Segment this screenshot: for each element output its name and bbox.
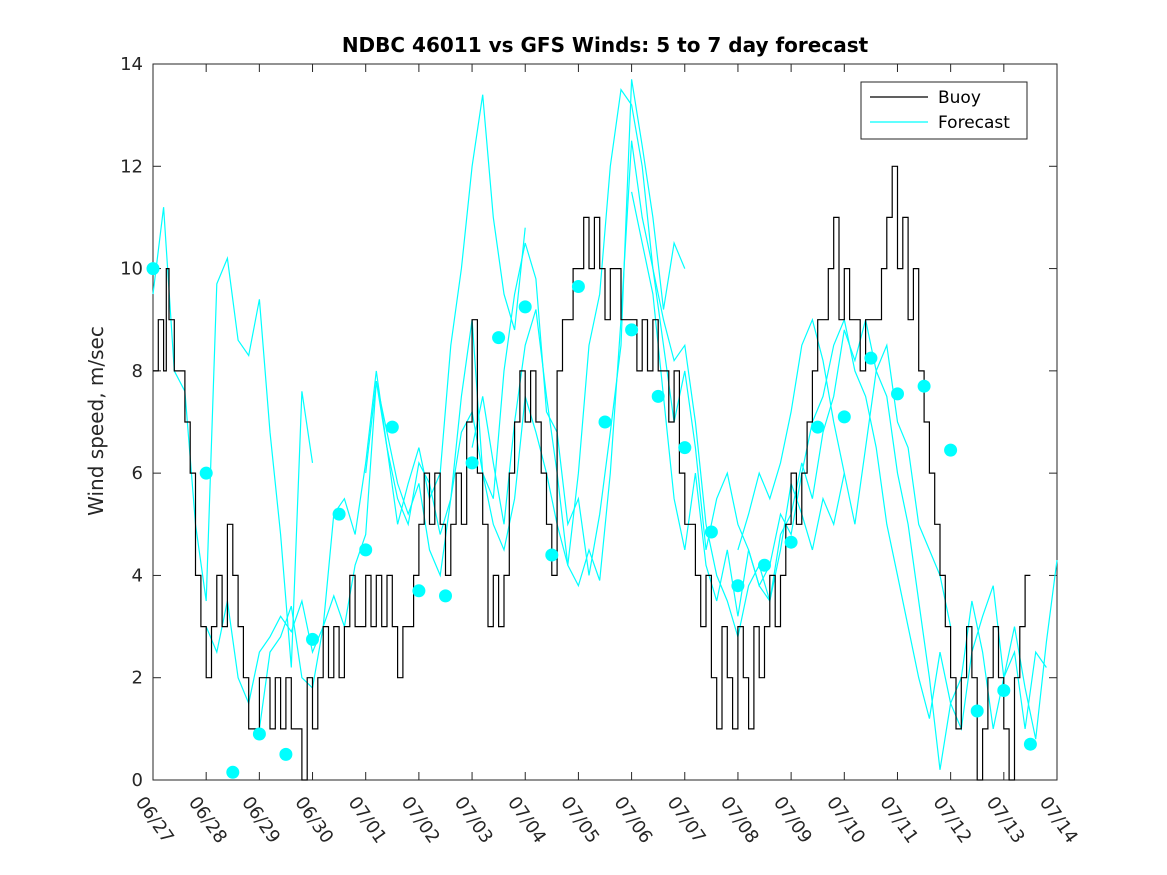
legend-buoy-label: Buoy (938, 88, 981, 108)
forecast-point (518, 300, 532, 314)
chart-title: NDBC 46011 vs GFS Winds: 5 to 7 day fore… (342, 33, 869, 57)
forecast-point (359, 543, 373, 557)
buoy-line (153, 165, 1031, 781)
forecast-point (252, 727, 266, 741)
y-tick-label: 12 (120, 156, 143, 177)
forecast-point (731, 579, 745, 593)
forecast-point (226, 765, 240, 779)
forecast-point (625, 323, 639, 337)
y-tick-label: 2 (132, 668, 143, 689)
y-tick-label: 4 (132, 565, 143, 586)
forecast-point (758, 558, 771, 572)
forecast-point (545, 548, 559, 562)
x-tick-label: 06/28 (184, 793, 231, 848)
x-tick-label: 07/12 (929, 793, 976, 848)
forecast-point (997, 684, 1011, 697)
legend-forecast-label: Forecast (938, 113, 1010, 133)
forecast-point (678, 441, 692, 455)
x-tick-label: 07/03 (450, 793, 497, 848)
y-tick-label: 14 (120, 54, 143, 75)
x-tick-label: 07/06 (609, 793, 656, 848)
y-tick-label: 6 (132, 463, 143, 484)
forecast-point (651, 389, 665, 403)
x-tick-label: 07/02 (397, 793, 444, 848)
forecast-point (598, 415, 612, 429)
forecast-point (385, 420, 399, 434)
x-tick-label: 06/27 (131, 793, 178, 848)
forecast-point (146, 262, 160, 276)
x-tick-label: 07/07 (663, 793, 710, 848)
y-tick-label: 0 (132, 770, 143, 791)
x-tick-label: 07/05 (556, 793, 603, 848)
forecast-point (864, 351, 878, 365)
x-tick-label: 07/11 (875, 793, 922, 848)
forecast-line-4 (365, 87, 845, 603)
forecast-point (970, 704, 984, 718)
x-tick-label: 07/08 (716, 793, 763, 848)
forecast-point (492, 331, 506, 345)
buoy-series (153, 165, 1031, 781)
x-tick-label: 07/09 (769, 793, 816, 848)
x-tick-label: 07/01 (344, 793, 391, 848)
forecast-point (412, 584, 426, 598)
forecast-point (199, 466, 213, 480)
y-tick-label: 10 (120, 259, 143, 280)
x-tick-label: 07/13 (982, 793, 1029, 848)
legend: Buoy Forecast (860, 81, 1028, 140)
x-tick-label: 07/10 (822, 793, 869, 848)
forecast-points (146, 262, 1037, 779)
x-tick-label: 06/30 (290, 793, 337, 848)
forecast-line-6 (631, 191, 1047, 730)
forecast-point (306, 632, 319, 646)
y-axis-label: Wind speed, m/sec (84, 326, 108, 516)
forecast-point (571, 280, 585, 293)
forecast-point (811, 420, 825, 434)
forecast-point (332, 507, 346, 521)
forecast-line-2 (205, 94, 526, 706)
forecast-point (1023, 737, 1037, 751)
forecast-line-5 (471, 140, 952, 637)
forecast-point (465, 456, 479, 470)
forecast-point (917, 379, 931, 393)
x-tick-label: 07/04 (503, 793, 550, 848)
forecast-point (837, 410, 851, 424)
forecast-line-1 (152, 207, 314, 668)
forecast-point (784, 535, 798, 549)
forecast-point (279, 747, 293, 761)
forecast-point (704, 525, 718, 539)
y-tick-label: 8 (132, 361, 143, 382)
forecast-point (891, 387, 904, 401)
x-tick-label: 06/29 (237, 793, 284, 848)
x-tick-label: 07/14 (1035, 793, 1082, 848)
legend-box (860, 81, 1028, 140)
forecast-point (944, 443, 958, 457)
forecast-point (439, 589, 452, 603)
